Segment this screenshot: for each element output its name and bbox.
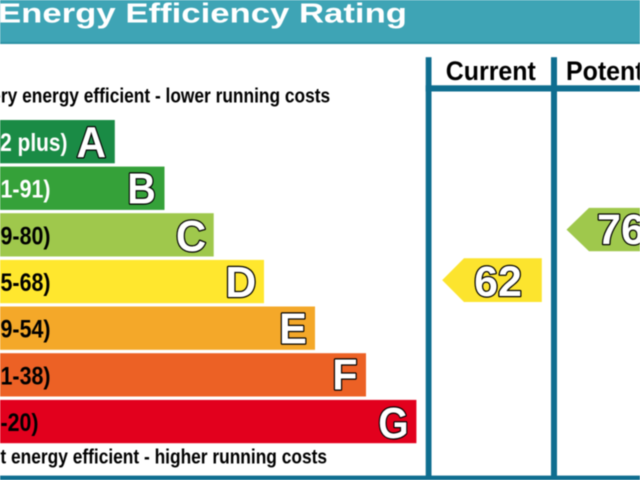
- svg-text:(69-80): (69-80): [0, 222, 51, 250]
- svg-text:62: 62: [474, 258, 522, 306]
- svg-text:D: D: [225, 258, 256, 307]
- svg-text:Energy Efficiency Rating: Energy Efficiency Rating: [0, 0, 407, 29]
- svg-text:Not energy efficient - higher: Not energy efficient - higher running co…: [0, 447, 327, 469]
- svg-text:Very energy efficient - lower: Very energy efficient - lower running co…: [0, 86, 330, 108]
- svg-text:(39-54): (39-54): [0, 316, 51, 344]
- svg-text:E: E: [279, 305, 307, 354]
- svg-text:Potential: Potential: [566, 56, 640, 86]
- svg-text:(92 plus): (92 plus): [0, 129, 68, 157]
- svg-text:(81-91): (81-91): [0, 176, 51, 204]
- svg-text:76: 76: [597, 206, 640, 254]
- svg-text:G: G: [378, 399, 408, 448]
- svg-text:(55-68): (55-68): [0, 269, 51, 297]
- svg-text:(21-38): (21-38): [0, 362, 51, 390]
- svg-text:(1-20): (1-20): [0, 409, 39, 437]
- svg-text:A: A: [77, 118, 107, 167]
- svg-text:C: C: [176, 212, 206, 261]
- svg-text:F: F: [332, 350, 357, 399]
- svg-text:B: B: [127, 165, 156, 214]
- svg-text:Current: Current: [446, 56, 536, 86]
